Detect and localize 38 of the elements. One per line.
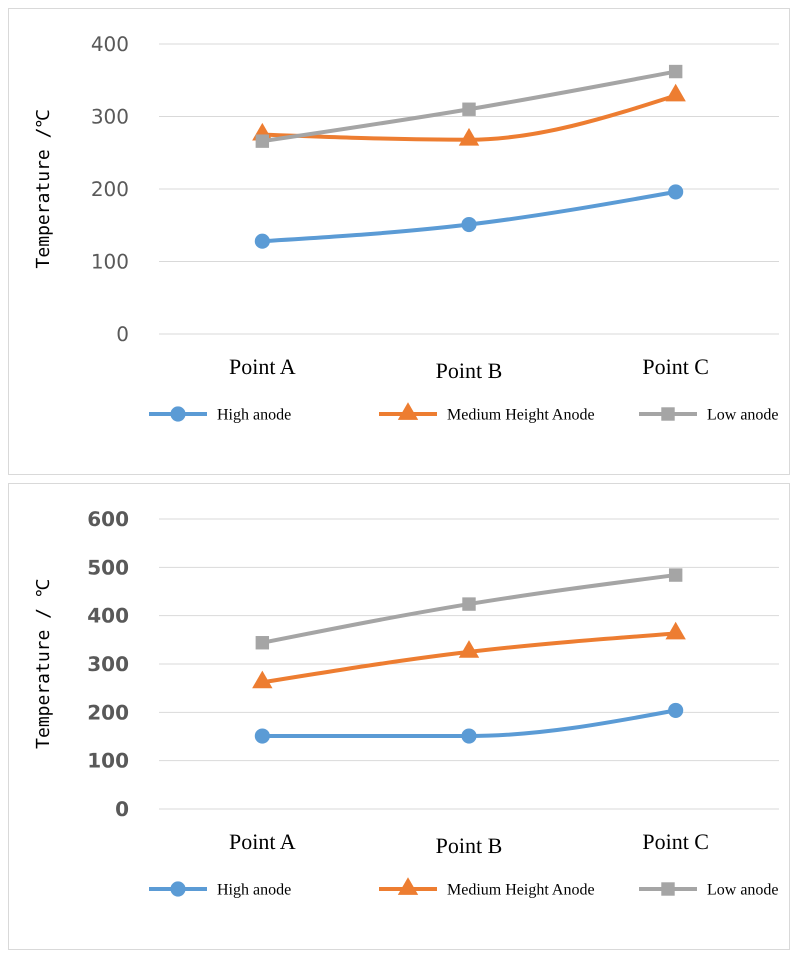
point bbox=[462, 102, 476, 116]
point bbox=[668, 702, 684, 718]
point bbox=[254, 234, 270, 249]
y-tick-label: 0 bbox=[115, 797, 129, 821]
legend-label: Low anode bbox=[707, 406, 779, 424]
legend-label: High anode bbox=[217, 882, 292, 899]
point bbox=[668, 64, 682, 78]
y-tick-label: 500 bbox=[87, 555, 129, 580]
point bbox=[461, 728, 477, 744]
y-tick-label: 100 bbox=[87, 748, 129, 773]
y-tick-label: 200 bbox=[87, 700, 129, 724]
y-tick-label: 100 bbox=[90, 250, 129, 274]
x-tick-label: Point A bbox=[229, 354, 296, 379]
point bbox=[668, 184, 684, 200]
legend-label: Medium Height Anode bbox=[447, 882, 595, 899]
y-axis-title: Temperature / ℃ bbox=[33, 579, 54, 749]
x-tick-label: Point C bbox=[642, 354, 709, 379]
legend-label: Low anode bbox=[707, 882, 779, 899]
x-tick-label: Point C bbox=[642, 829, 709, 854]
x-tick-label: Point B bbox=[436, 358, 502, 383]
point bbox=[668, 568, 682, 582]
point bbox=[256, 134, 270, 148]
y-tick-label: 600 bbox=[87, 507, 129, 531]
y-tick-label: 0 bbox=[116, 322, 129, 346]
y-tick-label: 300 bbox=[87, 652, 129, 676]
legend-label: High anode bbox=[217, 406, 292, 424]
point bbox=[256, 636, 270, 650]
y-tick-label: 300 bbox=[90, 104, 129, 128]
legend-label: Medium Height Anode bbox=[447, 406, 595, 424]
y-axis-title: Temperature /℃ bbox=[33, 110, 54, 268]
y-tick-label: 400 bbox=[90, 32, 129, 56]
y-tick-label: 200 bbox=[90, 177, 129, 201]
x-tick-label: Point A bbox=[229, 829, 296, 854]
point bbox=[254, 728, 270, 744]
point bbox=[462, 597, 476, 611]
point bbox=[461, 216, 477, 232]
y-tick-label: 400 bbox=[87, 604, 129, 628]
x-tick-label: Point B bbox=[436, 833, 502, 858]
